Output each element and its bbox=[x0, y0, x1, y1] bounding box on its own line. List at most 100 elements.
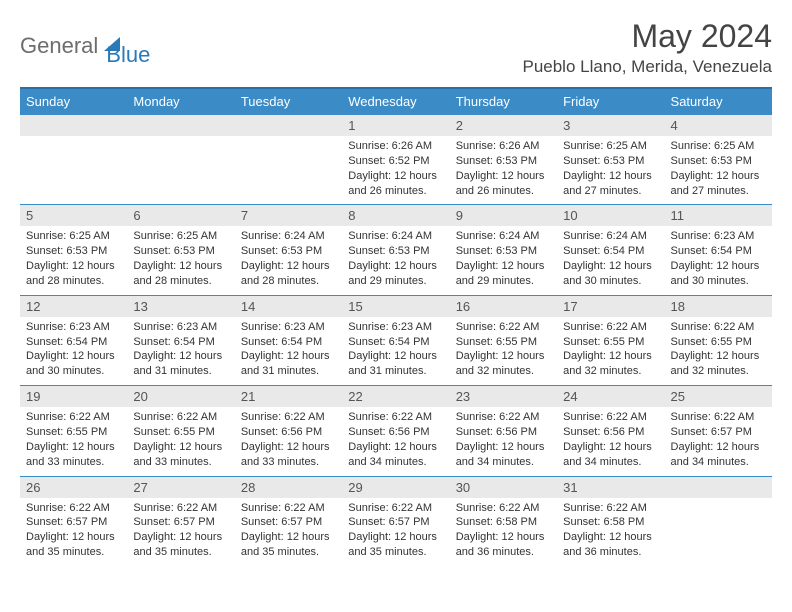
calendar-cell: 18Sunrise: 6:22 AMSunset: 6:55 PMDayligh… bbox=[665, 295, 772, 385]
calendar-cell: 15Sunrise: 6:23 AMSunset: 6:54 PMDayligh… bbox=[342, 295, 449, 385]
day-number: 22 bbox=[342, 386, 449, 407]
header: General Blue May 2024 Pueblo Llano, Meri… bbox=[20, 18, 772, 77]
sunset-line: Sunset: 6:56 PM bbox=[348, 425, 443, 440]
day-number: 2 bbox=[450, 115, 557, 136]
day-details: Sunrise: 6:22 AMSunset: 6:55 PMDaylight:… bbox=[665, 317, 772, 385]
calendar-cell: 26Sunrise: 6:22 AMSunset: 6:57 PMDayligh… bbox=[20, 476, 127, 566]
daylight-line: Daylight: 12 hours and 26 minutes. bbox=[456, 169, 551, 199]
sunset-line: Sunset: 6:55 PM bbox=[671, 335, 766, 350]
daylight-line: Daylight: 12 hours and 31 minutes. bbox=[133, 349, 228, 379]
calendar-cell: 13Sunrise: 6:23 AMSunset: 6:54 PMDayligh… bbox=[127, 295, 234, 385]
calendar-table: SundayMondayTuesdayWednesdayThursdayFrid… bbox=[20, 87, 772, 566]
day-number: 27 bbox=[127, 477, 234, 498]
calendar-cell: 14Sunrise: 6:23 AMSunset: 6:54 PMDayligh… bbox=[235, 295, 342, 385]
sunrise-line: Sunrise: 6:22 AM bbox=[241, 501, 336, 516]
daylight-line: Daylight: 12 hours and 34 minutes. bbox=[348, 440, 443, 470]
day-header: Tuesday bbox=[235, 88, 342, 115]
day-number: 24 bbox=[557, 386, 664, 407]
sunrise-line: Sunrise: 6:23 AM bbox=[26, 320, 121, 335]
sunrise-line: Sunrise: 6:22 AM bbox=[241, 410, 336, 425]
daylight-line: Daylight: 12 hours and 36 minutes. bbox=[563, 530, 658, 560]
daylight-line: Daylight: 12 hours and 29 minutes. bbox=[456, 259, 551, 289]
day-details: Sunrise: 6:22 AMSunset: 6:58 PMDaylight:… bbox=[450, 498, 557, 566]
calendar-cell: 24 Sunrise: 6:22 AMSunset: 6:56 PMDayligh… bbox=[557, 386, 664, 476]
sunset-line: Sunset: 6:54 PM bbox=[26, 335, 121, 350]
day-number: 7 bbox=[235, 205, 342, 226]
calendar-cell bbox=[665, 476, 772, 566]
sunset-line: Sunset: 6:54 PM bbox=[241, 335, 336, 350]
day-number: 11 bbox=[665, 205, 772, 226]
sunset-line: Sunset: 6:53 PM bbox=[348, 244, 443, 259]
calendar-cell: 3Sunrise: 6:25 AMSunset: 6:53 PMDaylight… bbox=[557, 115, 664, 205]
calendar-cell: 12Sunrise: 6:23 AMSunset: 6:54 PMDayligh… bbox=[20, 295, 127, 385]
sunrise-line: Sunrise: 6:22 AM bbox=[348, 410, 443, 425]
title-block: May 2024 Pueblo Llano, Merida, Venezuela bbox=[522, 18, 772, 77]
day-details: Sunrise: 6:22 AMSunset: 6:55 PMDaylight:… bbox=[127, 407, 234, 475]
day-details: Sunrise: 6:23 AMSunset: 6:54 PMDaylight:… bbox=[665, 226, 772, 294]
sunset-line: Sunset: 6:58 PM bbox=[563, 515, 658, 530]
sunset-line: Sunset: 6:57 PM bbox=[241, 515, 336, 530]
calendar-cell: 4Sunrise: 6:25 AMSunset: 6:53 PMDaylight… bbox=[665, 115, 772, 205]
sunset-line: Sunset: 6:56 PM bbox=[456, 425, 551, 440]
sunrise-line: Sunrise: 6:23 AM bbox=[348, 320, 443, 335]
daylight-line: Daylight: 12 hours and 27 minutes. bbox=[671, 169, 766, 199]
sunset-line: Sunset: 6:53 PM bbox=[241, 244, 336, 259]
day-details: Sunrise: 6:22 AMSunset: 6:57 PMDaylight:… bbox=[665, 407, 772, 475]
day-details: Sunrise: 6:25 AMSunset: 6:53 PMDaylight:… bbox=[557, 136, 664, 204]
day-number: 6 bbox=[127, 205, 234, 226]
calendar-cell: 27Sunrise: 6:22 AMSunset: 6:57 PMDayligh… bbox=[127, 476, 234, 566]
sunrise-line: Sunrise: 6:22 AM bbox=[563, 501, 658, 516]
week-row: 12Sunrise: 6:23 AMSunset: 6:54 PMDayligh… bbox=[20, 295, 772, 385]
day-number-empty bbox=[235, 115, 342, 136]
day-number: 3 bbox=[557, 115, 664, 136]
sunrise-line: Sunrise: 6:23 AM bbox=[671, 229, 766, 244]
sunset-line: Sunset: 6:53 PM bbox=[133, 244, 228, 259]
sunrise-line: Sunrise: 6:23 AM bbox=[241, 320, 336, 335]
sunrise-line: Sunrise: 6:24 AM bbox=[563, 229, 658, 244]
sunset-line: Sunset: 6:52 PM bbox=[348, 154, 443, 169]
calendar-cell bbox=[127, 115, 234, 205]
day-number: 17 bbox=[557, 296, 664, 317]
sunrise-line: Sunrise: 6:25 AM bbox=[26, 229, 121, 244]
sunset-line: Sunset: 6:54 PM bbox=[348, 335, 443, 350]
daylight-line: Daylight: 12 hours and 28 minutes. bbox=[133, 259, 228, 289]
calendar-cell: 23Sunrise: 6:22 AMSunset: 6:56 PMDayligh… bbox=[450, 386, 557, 476]
daylight-line: Daylight: 12 hours and 31 minutes. bbox=[241, 349, 336, 379]
sunrise-line: Sunrise: 6:24 AM bbox=[348, 229, 443, 244]
day-details: Sunrise: 6:23 AMSunset: 6:54 PMDaylight:… bbox=[127, 317, 234, 385]
calendar-cell: 11Sunrise: 6:23 AMSunset: 6:54 PMDayligh… bbox=[665, 205, 772, 295]
daylight-line: Daylight: 12 hours and 28 minutes. bbox=[26, 259, 121, 289]
calendar-cell: 10Sunrise: 6:24 AMSunset: 6:54 PMDayligh… bbox=[557, 205, 664, 295]
day-number: 16 bbox=[450, 296, 557, 317]
sunrise-line: Sunrise: 6:26 AM bbox=[348, 139, 443, 154]
day-number: 15 bbox=[342, 296, 449, 317]
day-details: Sunrise: 6:24 AMSunset: 6:53 PMDaylight:… bbox=[450, 226, 557, 294]
day-number: 9 bbox=[450, 205, 557, 226]
sunrise-line: Sunrise: 6:22 AM bbox=[563, 320, 658, 335]
daylight-line: Daylight: 12 hours and 34 minutes. bbox=[563, 440, 658, 470]
day-details: Sunrise: 6:25 AMSunset: 6:53 PMDaylight:… bbox=[665, 136, 772, 204]
day-number: 18 bbox=[665, 296, 772, 317]
day-details: Sunrise: 6:23 AMSunset: 6:54 PMDaylight:… bbox=[235, 317, 342, 385]
sunrise-line: Sunrise: 6:22 AM bbox=[563, 410, 658, 425]
calendar-cell: 29Sunrise: 6:22 AMSunset: 6:57 PMDayligh… bbox=[342, 476, 449, 566]
calendar-cell: 19Sunrise: 6:22 AMSunset: 6:55 PMDayligh… bbox=[20, 386, 127, 476]
sunrise-line: Sunrise: 6:22 AM bbox=[456, 501, 551, 516]
day-number: 28 bbox=[235, 477, 342, 498]
calendar-cell: 1Sunrise: 6:26 AMSunset: 6:52 PMDaylight… bbox=[342, 115, 449, 205]
daylight-line: Daylight: 12 hours and 33 minutes. bbox=[26, 440, 121, 470]
sunrise-line: Sunrise: 6:22 AM bbox=[671, 410, 766, 425]
daylight-line: Daylight: 12 hours and 32 minutes. bbox=[671, 349, 766, 379]
day-number-empty bbox=[665, 477, 772, 498]
calendar-cell bbox=[20, 115, 127, 205]
daylight-line: Daylight: 12 hours and 30 minutes. bbox=[563, 259, 658, 289]
sunset-line: Sunset: 6:55 PM bbox=[133, 425, 228, 440]
calendar-cell: 2Sunrise: 6:26 AMSunset: 6:53 PMDaylight… bbox=[450, 115, 557, 205]
brand-part2: Blue bbox=[106, 42, 150, 68]
day-number: 26 bbox=[20, 477, 127, 498]
daylight-line: Daylight: 12 hours and 34 minutes. bbox=[456, 440, 551, 470]
day-number: 30 bbox=[450, 477, 557, 498]
sunset-line: Sunset: 6:56 PM bbox=[563, 425, 658, 440]
day-details: Sunrise: 6:22 AMSunset: 6:55 PMDaylight:… bbox=[20, 407, 127, 475]
day-number: 10 bbox=[557, 205, 664, 226]
